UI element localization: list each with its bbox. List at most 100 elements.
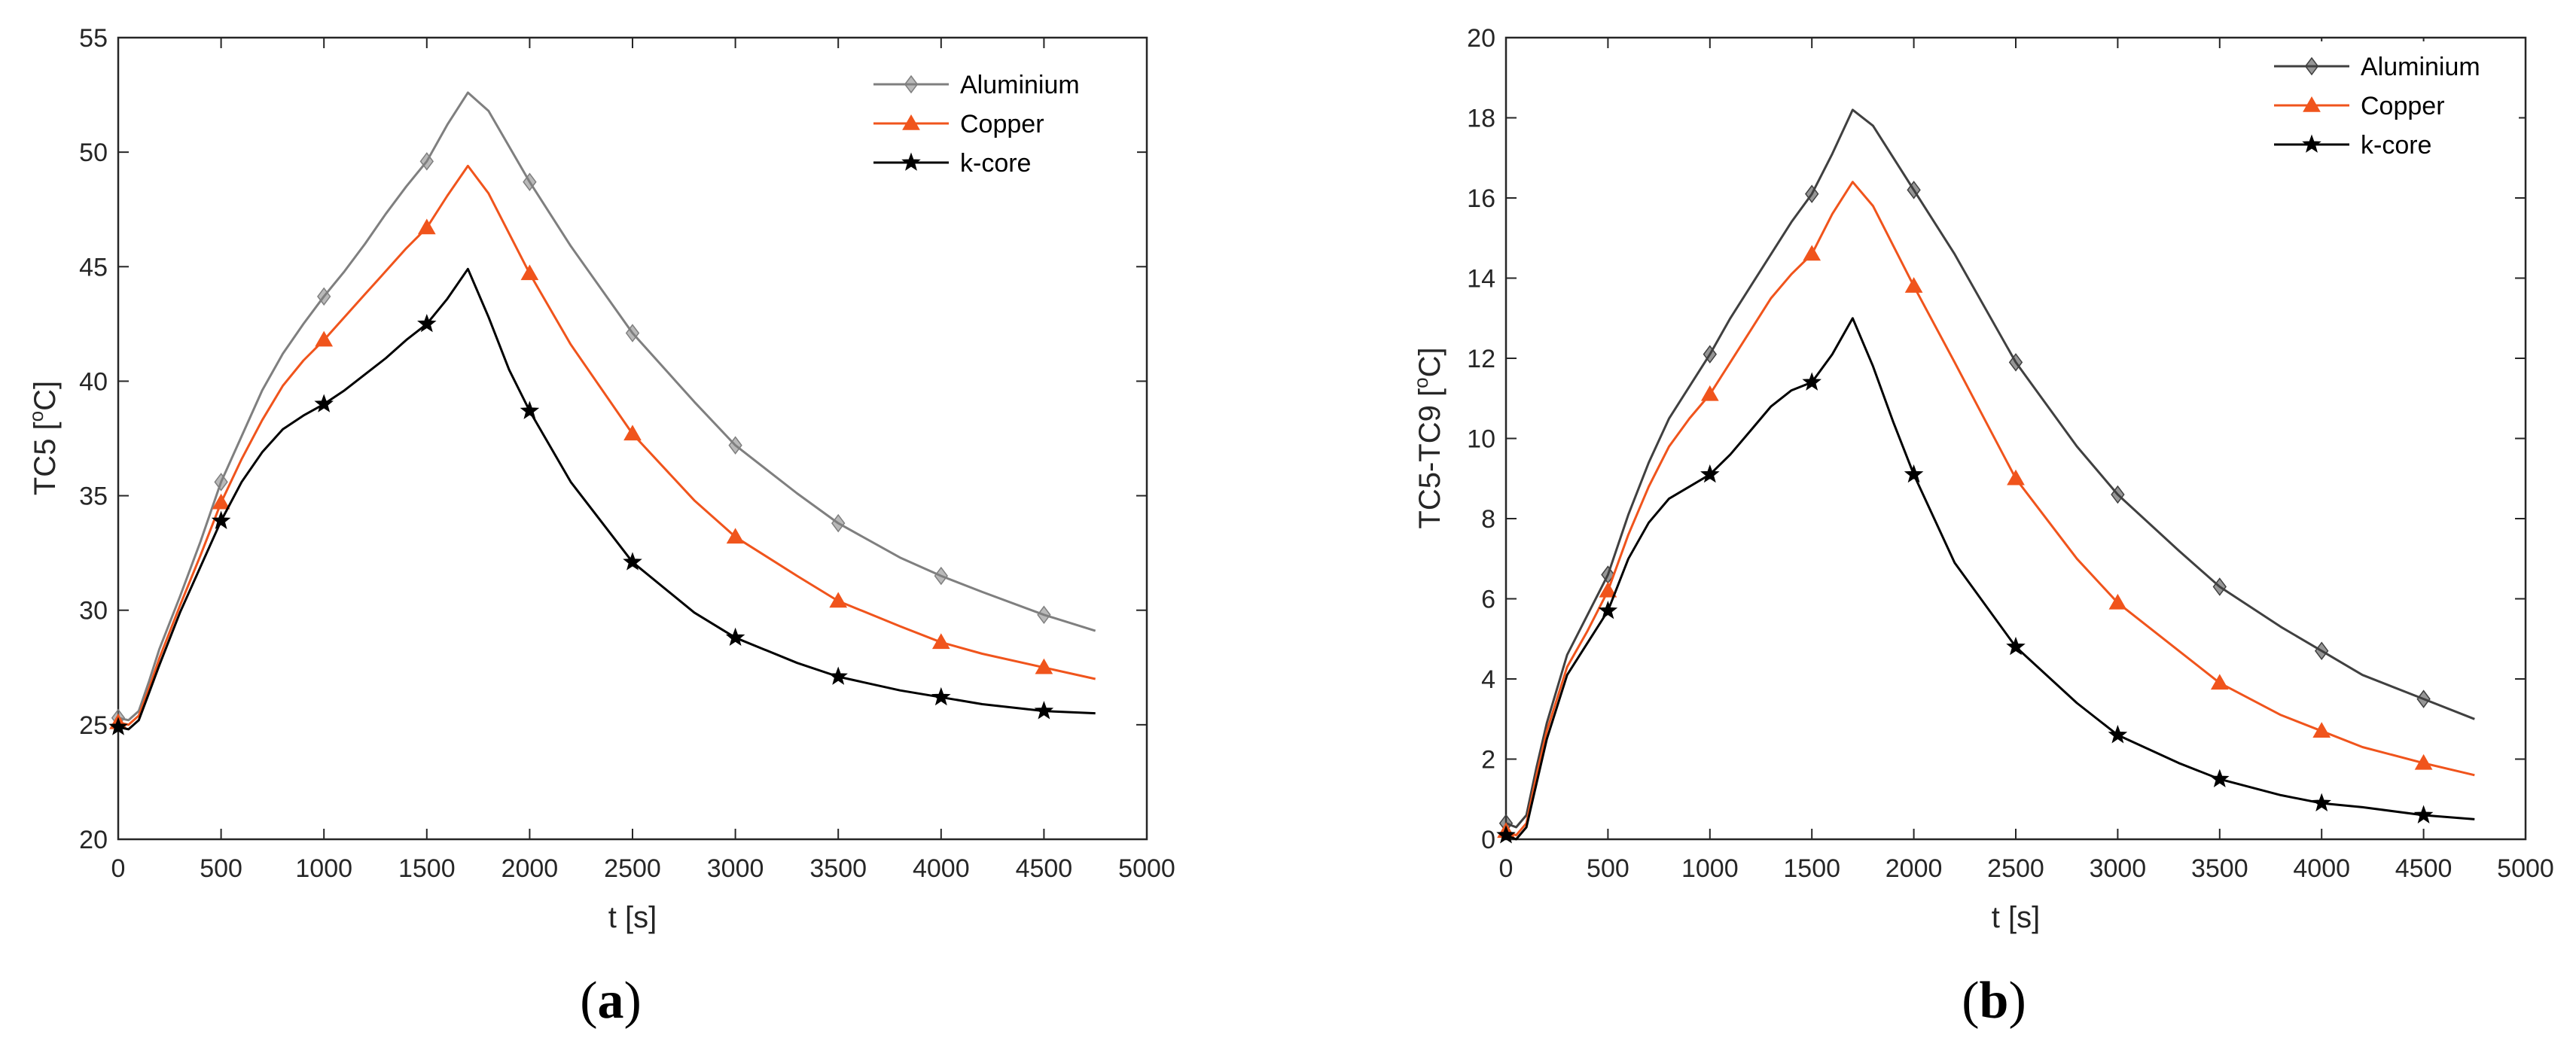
data-point-k-core [2312,793,2331,811]
y-tick-label: 14 [1467,265,1495,294]
data-point-aluminium [728,436,742,455]
data-point-k-core [2006,636,2026,656]
series-line-k-core [1505,317,2475,841]
legend-marker-k-core [2302,134,2321,153]
series-line-aluminium [1505,108,2475,829]
y-tick-label: 30 [79,597,108,626]
data-point-k-core [314,394,334,412]
panel-label-a: (a) [580,972,642,1030]
y-tick-label: 10 [1467,425,1495,454]
x-tick-label: 5000 [2497,854,2554,883]
data-point-aluminium [1037,605,1051,625]
data-point-aluminium [2212,577,2227,596]
y-axis-a: 20 25 30 35 40 45 50 55 [79,24,1147,854]
data-point-k-core [828,666,848,685]
chart-panel-b: 0 500 1000 1500 2000 2500 3000 3500 4000 4500 5000… [1410,24,2554,1030]
x-tick-label: 500 [200,854,242,883]
data-point-k-core [211,510,231,529]
x-tick-label: 3500 [2191,854,2248,883]
x-axis-b: 0 500 1000 1500 2000 2500 3000 3500 4000 4500 5000 [1499,38,2554,883]
panel-label-b: (b) [1962,972,2026,1030]
data-point-k-core [725,627,745,647]
data-point-k-core [931,686,951,706]
data-point-copper [2414,753,2433,770]
legend-marker-copper [2303,96,2321,112]
data-point-k-core [623,552,642,571]
y-tick-label: 50 [79,138,108,167]
y-tick-label: 2 [1481,746,1495,775]
data-point-copper [931,633,950,650]
y-tick-label: 20 [79,826,108,854]
x-tick-label: 2500 [1987,854,2044,883]
series-layer-b [1496,108,2475,844]
chart-panel-a: 0 500 1000 1500 2000 2500 3000 3500 4000 4500 5000… [25,24,1175,1030]
x-axis-a: 0 500 1000 1500 2000 2500 3000 3500 4000 4500 5000 [111,38,1175,883]
data-point-copper [417,218,436,235]
x-tick-label: 3000 [707,854,764,883]
x-axis-label-b: t [s] [1992,901,2040,934]
y-tick-label: 0 [1481,826,1495,854]
data-point-copper [829,592,848,608]
data-point-k-core [2210,769,2230,787]
data-point-copper [212,493,230,510]
y-tick-label: 18 [1467,105,1495,133]
legend-marker-aluminium [904,75,919,94]
data-point-copper [520,264,539,281]
data-point-aluminium [2111,485,2125,504]
data-point-k-core [1700,464,1720,483]
x-tick-label: 0 [1499,854,1514,883]
data-point-aluminium [625,324,640,342]
x-tick-label: 1500 [398,854,456,883]
x-axis-label-a: t [s] [608,901,657,934]
x-tick-label: 2000 [501,854,559,883]
series-line-copper [1505,181,2475,837]
data-point-aluminium [214,473,228,492]
x-tick-label: 4500 [2395,854,2453,883]
series-line-copper [117,164,1096,726]
y-tick-label: 40 [79,367,108,396]
x-tick-label: 3000 [2090,854,2147,883]
legend-label-k-core: k-core [960,149,1031,178]
x-tick-label: 1000 [1681,854,1739,883]
data-point-copper [315,330,334,347]
data-point-aluminium [1805,184,1819,203]
legend-label-aluminium: Aluminium [960,71,1080,99]
data-point-k-core [2413,805,2434,823]
y-tick-label: 55 [79,24,108,53]
x-tick-label: 2000 [1886,854,1943,883]
data-point-copper [623,425,642,441]
data-point-aluminium [523,172,537,191]
data-point-aluminium [2416,689,2431,708]
x-tick-label: 5000 [1118,854,1175,883]
data-point-aluminium [1907,181,1921,199]
x-tick-label: 4000 [913,854,970,883]
y-tick-label: 8 [1481,505,1495,534]
legend-a: Aluminium Copper k-core [847,51,1137,194]
legend-label-copper: Copper [2361,92,2445,120]
data-point-k-core [520,400,540,419]
legend-b: Aluminium Copper k-core [2251,41,2519,177]
x-tick-label: 2500 [604,854,661,883]
y-axis-b: 0 2 4 6 8 10 12 14 16 18 20 [1467,24,2526,854]
series-line-aluminium [117,91,1096,722]
series-layer-a [108,91,1096,735]
y-tick-label: 4 [1481,665,1495,694]
x-tick-label: 4500 [1016,854,1073,883]
series-line-k-core [117,267,1096,731]
data-point-copper [1904,277,1923,293]
y-tick-label: 6 [1481,586,1495,614]
data-point-copper [2108,593,2127,610]
data-point-aluminium [2315,641,2329,660]
data-point-aluminium [2008,353,2023,372]
x-tick-label: 500 [1587,854,1629,883]
y-tick-label: 16 [1467,184,1495,213]
x-tick-label: 4000 [2293,854,2350,883]
data-point-k-core [1598,601,1618,619]
data-point-k-core [1496,825,1516,844]
data-point-k-core [108,717,128,735]
data-point-copper [726,528,745,544]
data-point-copper [1803,245,1821,261]
x-tick-label: 1000 [295,854,352,883]
data-point-aluminium [831,513,846,533]
